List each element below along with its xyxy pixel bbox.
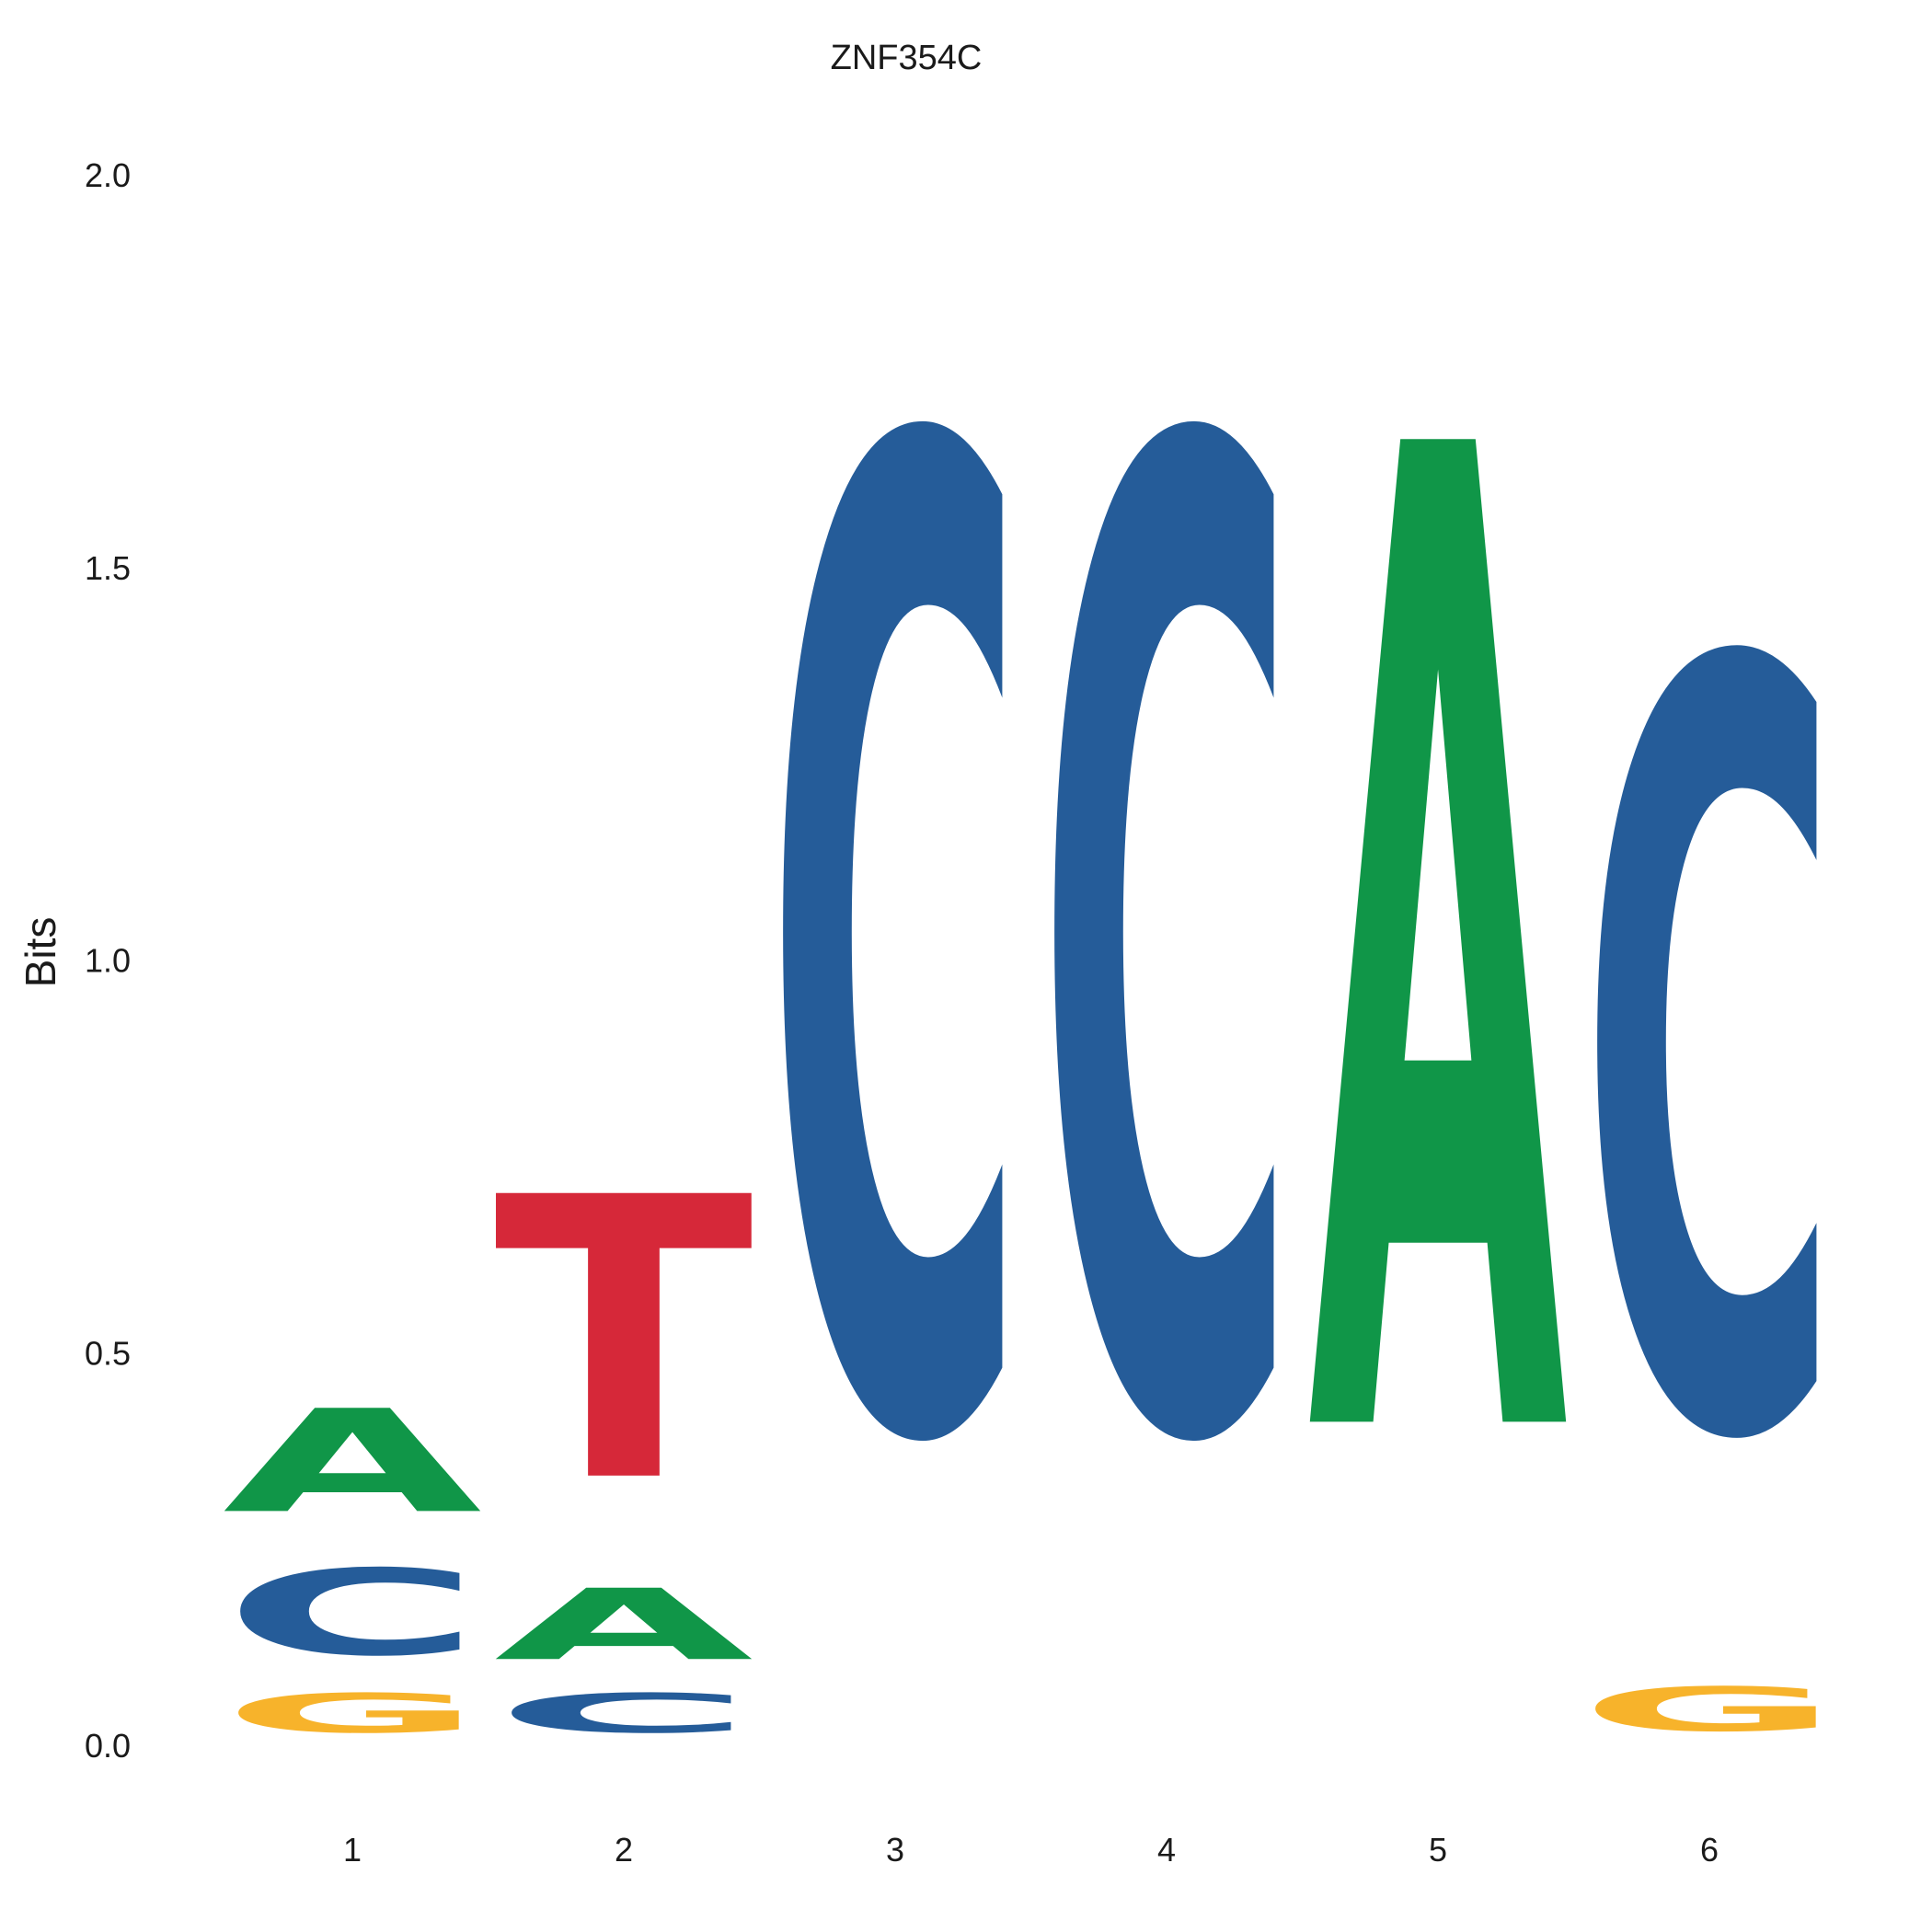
logo-letter-c: C <box>494 1683 753 1745</box>
y-tick-label: 2.0 <box>85 156 131 194</box>
x-tick-label: 2 <box>615 1831 633 1869</box>
y-axis-ticks: 0.0 0.5 1.0 1.5 2.0 <box>85 156 131 1765</box>
y-tick-label: 1.0 <box>85 942 131 980</box>
y-tick-label: 0.0 <box>85 1727 131 1765</box>
x-axis-ticks: 1 2 3 4 5 6 <box>343 1831 1719 1869</box>
y-axis-label: Bits <box>17 917 64 988</box>
x-tick-label: 4 <box>1157 1831 1176 1869</box>
logo-letter-a: A <box>223 1379 485 1544</box>
y-tick-label: 0.5 <box>85 1334 131 1372</box>
x-tick-label: 5 <box>1429 1831 1447 1869</box>
logo-letter-a: A <box>1308 170 1570 1740</box>
logo-letter-a: A <box>494 1569 756 1683</box>
logo-letter-c: C <box>765 171 1025 1741</box>
logo-letter-c: C <box>223 1545 482 1683</box>
chart-title: ZNF354C <box>831 39 983 77</box>
logo-letter-c: C <box>1037 171 1296 1741</box>
x-tick-label: 6 <box>1700 1831 1719 1869</box>
x-tick-label: 1 <box>343 1831 362 1869</box>
x-tick-label: 3 <box>886 1831 904 1869</box>
y-tick-label: 1.5 <box>85 549 131 587</box>
logo-letter-c: C <box>1580 452 1839 1671</box>
logo-letter-t: T <box>494 1117 755 1568</box>
logo-letter-g: G <box>223 1683 482 1745</box>
logo-letter-g: G <box>1580 1674 1839 1745</box>
